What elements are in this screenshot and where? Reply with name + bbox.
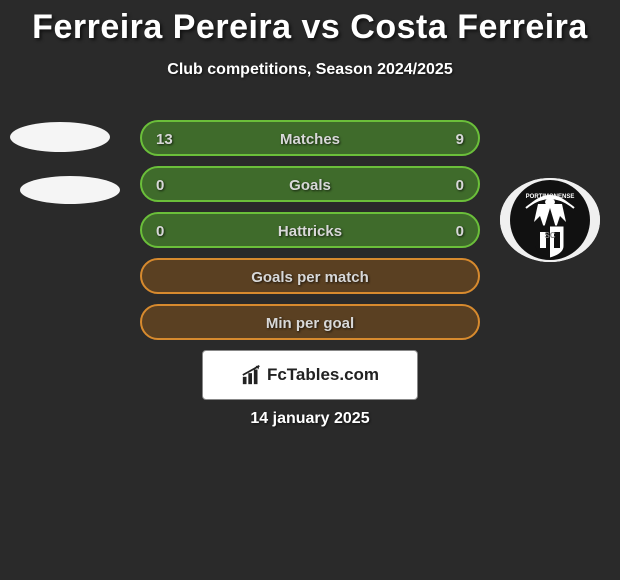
svg-text:PORTIMONENSE: PORTIMONENSE <box>526 194 575 200</box>
page-title: Ferreira Pereira vs Costa Ferreira <box>0 0 620 47</box>
stat-row-hattricks: 0 Hattricks 0 <box>140 212 480 248</box>
logo-text: FcTables.com <box>267 365 379 385</box>
subtitle: Club competitions, Season 2024/2025 <box>0 61 620 79</box>
club-badge-right: PORTIMONENSE SC <box>500 178 600 262</box>
player-left-placeholder-bottom <box>20 176 120 204</box>
stat-left-value: 0 <box>156 168 164 204</box>
stat-right-value: 0 <box>456 168 464 204</box>
player-left-placeholder-top <box>10 122 110 152</box>
stat-label: Matches <box>280 122 340 158</box>
stat-label: Hattricks <box>278 214 342 250</box>
stat-label: Goals per match <box>251 260 369 296</box>
stat-row-min-per-goal: Min per goal <box>140 304 480 340</box>
stat-left-value: 0 <box>156 214 164 250</box>
stat-right-value: 0 <box>456 214 464 250</box>
fctables-logo[interactable]: FcTables.com <box>202 350 418 400</box>
stat-right-value: 9 <box>456 122 464 158</box>
stat-row-goals-per-match: Goals per match <box>140 258 480 294</box>
portimonense-badge-icon: PORTIMONENSE SC <box>500 178 600 262</box>
stat-row-matches: 13 Matches 9 <box>140 120 480 156</box>
stats-container: 13 Matches 9 0 Goals 0 0 Hattricks 0 Goa… <box>140 120 480 350</box>
bar-chart-icon <box>241 364 263 386</box>
svg-text:SC: SC <box>544 231 555 240</box>
stat-label: Goals <box>289 168 331 204</box>
stat-left-value: 13 <box>156 122 173 158</box>
stat-row-goals: 0 Goals 0 <box>140 166 480 202</box>
stat-label: Min per goal <box>266 306 354 342</box>
date-label: 14 january 2025 <box>0 410 620 428</box>
